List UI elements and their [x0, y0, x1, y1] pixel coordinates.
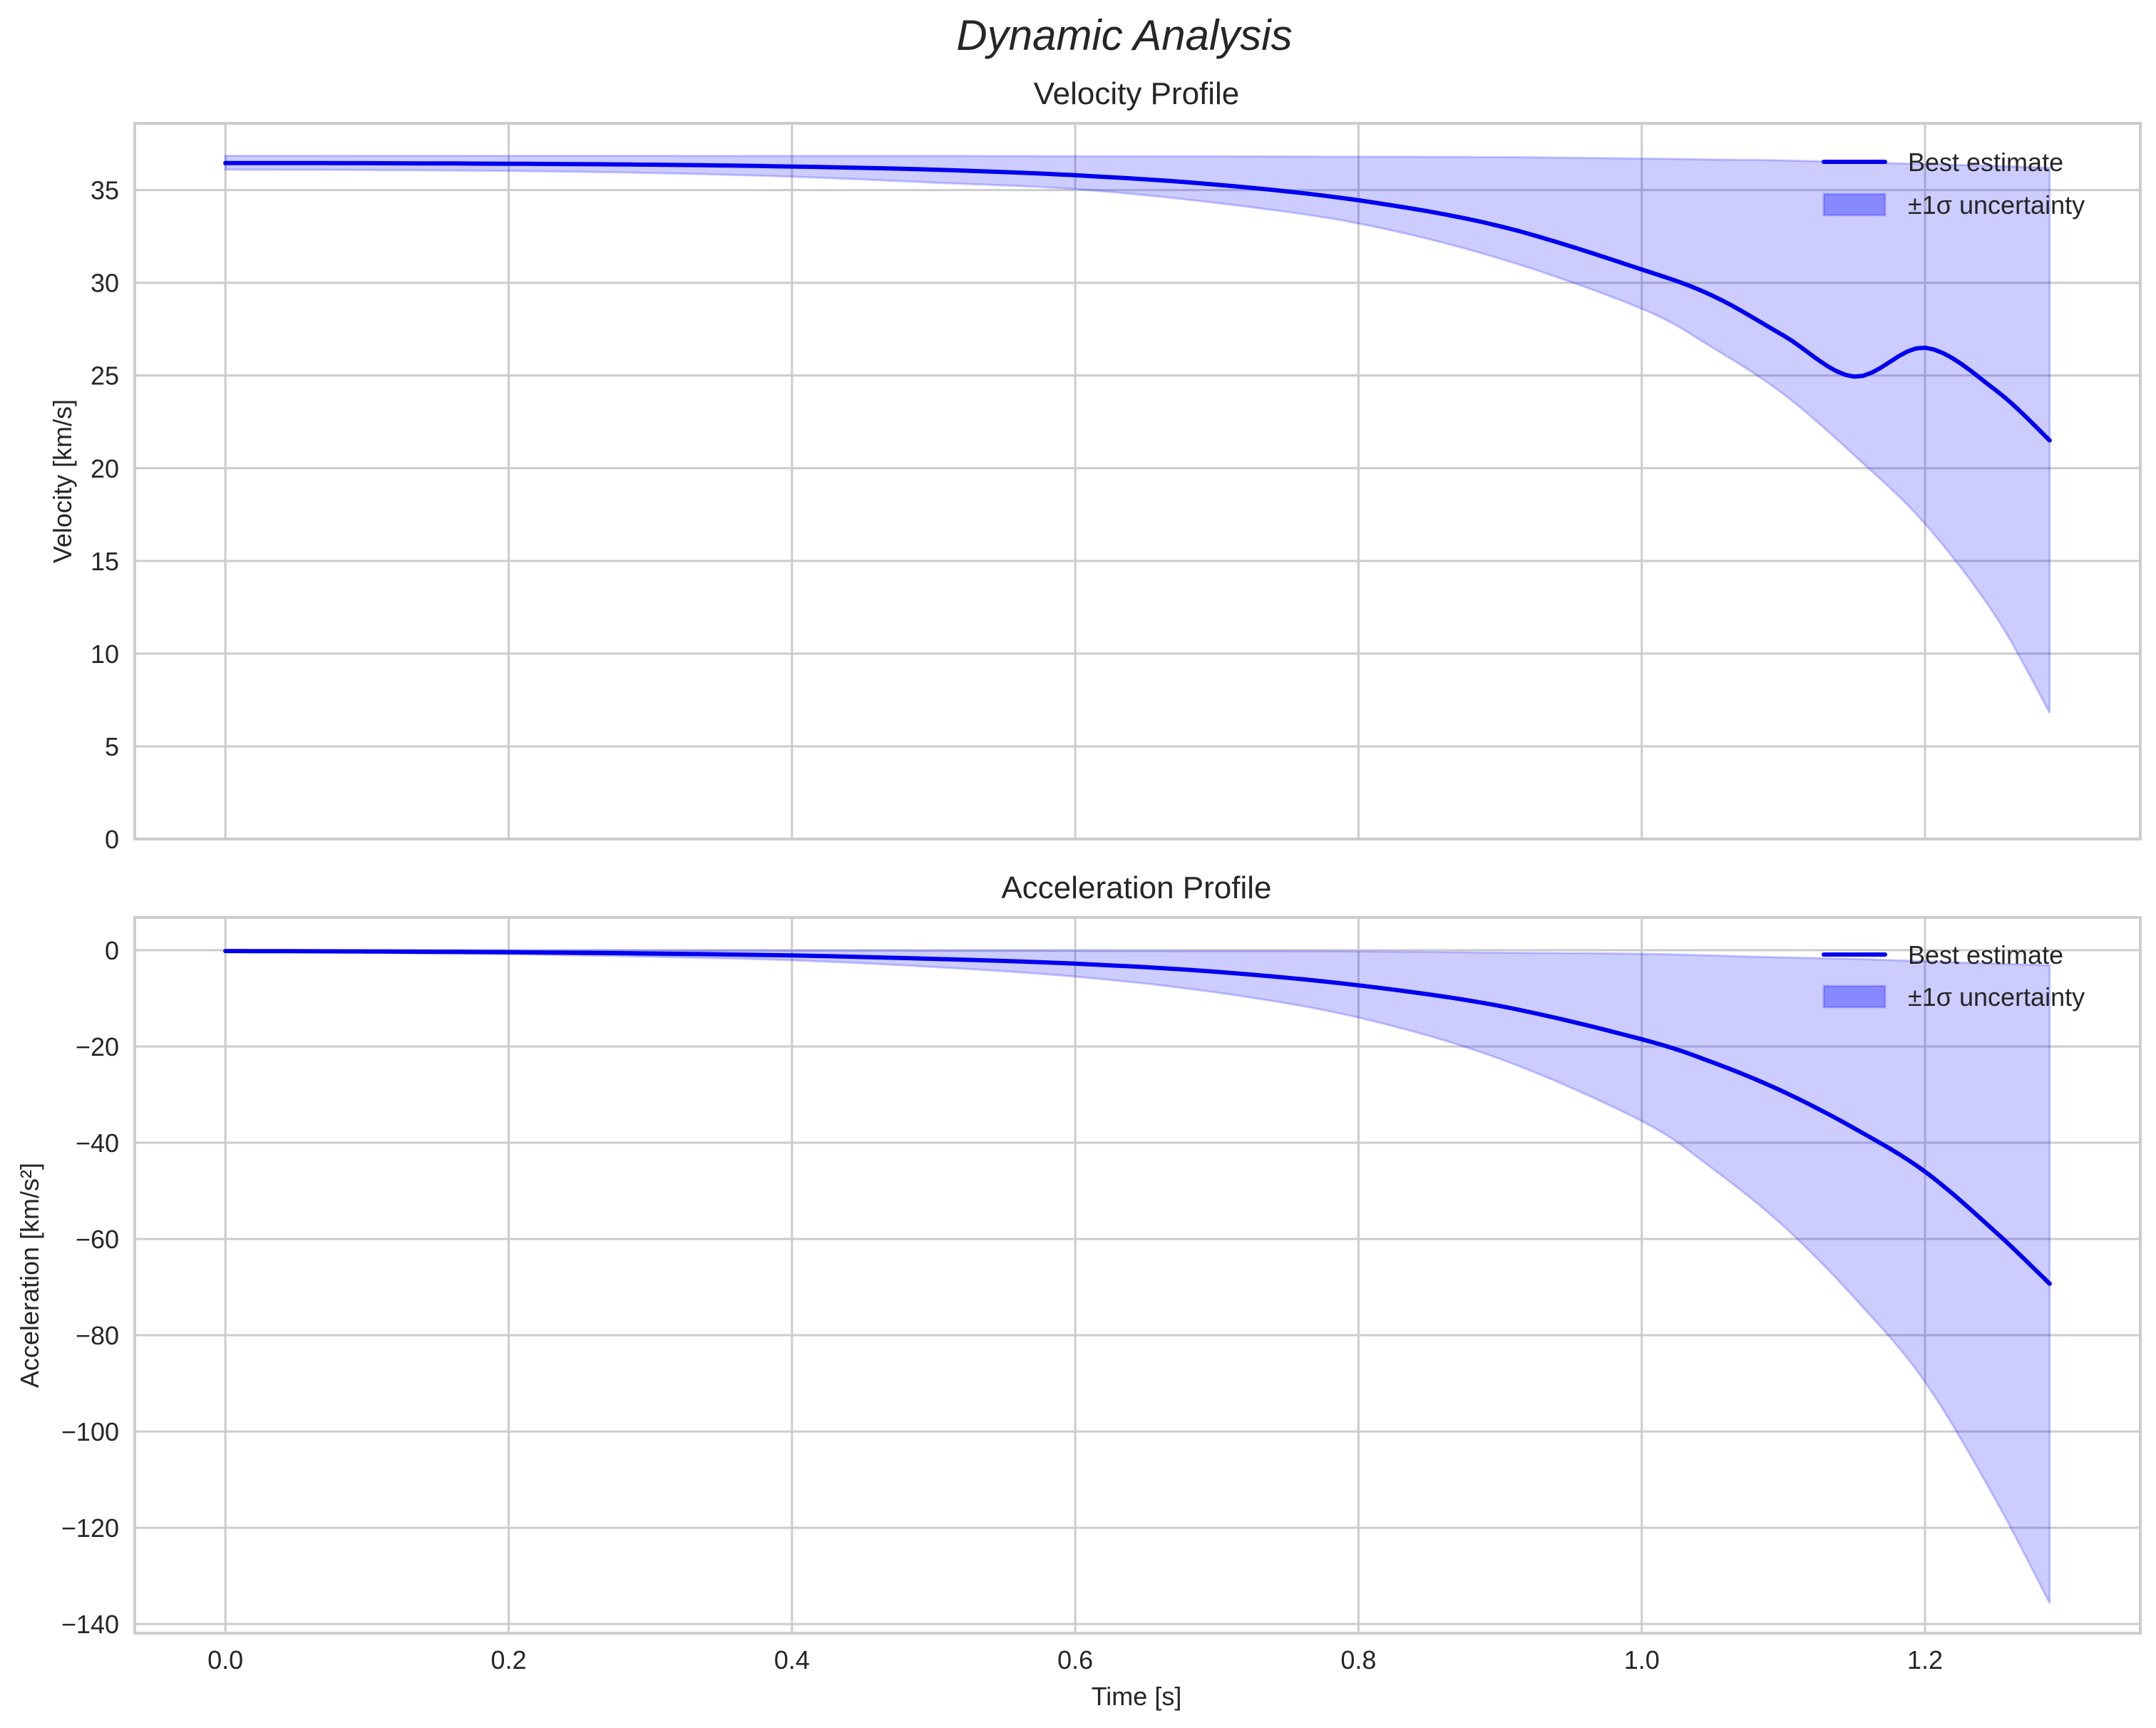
x-tick-label: 1.2 — [1907, 1645, 1943, 1675]
axes-frame — [133, 916, 2142, 1635]
acceleration-ylabel: Acceleration [km/s²] — [15, 1163, 44, 1388]
y-tick-label: −100 — [61, 1417, 119, 1446]
acceleration-xticks: 0.0 0.2 0.4 0.6 0.8 1.0 1.2 — [207, 1645, 1943, 1675]
y-tick-label: 25 — [91, 361, 119, 391]
legend-line-label: Best estimate — [1908, 940, 2063, 970]
best-estimate-path — [223, 160, 2052, 443]
legend-band-label: ±1σ uncertainty — [1908, 190, 2085, 220]
velocity-axes: Velocity Profile Velocity [km/s] 0 5 10 15 2… — [48, 76, 2142, 854]
acceleration-spines — [133, 916, 2142, 1635]
y-tick-label: 0 — [105, 825, 119, 854]
y-tick-label: −20 — [76, 1032, 119, 1061]
acceleration-uncertainty-band — [224, 949, 2051, 1604]
acceleration-best-estimate-line — [223, 949, 2052, 1286]
velocity-legend: Best estimate ±1σ uncertainty — [1822, 148, 2085, 220]
acceleration-grid — [135, 917, 2140, 1633]
y-tick-label: 30 — [91, 269, 119, 298]
velocity-title: Velocity Profile — [1034, 76, 1240, 111]
y-tick-label: 0 — [105, 936, 119, 965]
legend-band-label: ±1σ uncertainty — [1908, 982, 2085, 1012]
velocity-grid — [135, 123, 2140, 840]
x-tick-label: 0.2 — [491, 1645, 526, 1675]
y-tick-label: −40 — [76, 1128, 119, 1158]
velocity-uncertainty-band — [224, 155, 2051, 714]
x-axis-label: Time [s] — [1092, 1682, 1182, 1711]
y-tick-label: 20 — [91, 454, 119, 483]
acceleration-yticks: 0 −20 −40 −60 −80 −100 −120 −140 — [61, 936, 119, 1639]
y-tick-label: −120 — [61, 1513, 119, 1543]
y-tick-label: −80 — [76, 1321, 119, 1350]
velocity-spines — [133, 122, 2142, 840]
y-tick-label: 10 — [91, 639, 119, 669]
acceleration-title: Acceleration Profile — [1001, 870, 1271, 905]
x-tick-label: 0.8 — [1340, 1645, 1376, 1675]
x-tick-label: 0.4 — [774, 1645, 810, 1675]
legend-band-swatch — [1822, 192, 1886, 217]
velocity-ylabel: Velocity [km/s] — [48, 399, 77, 563]
best-estimate-path — [223, 949, 2052, 1286]
y-tick-label: −140 — [61, 1610, 119, 1639]
x-tick-label: 1.0 — [1624, 1645, 1660, 1675]
acceleration-legend: Best estimate ±1σ uncertainty — [1822, 940, 2085, 1012]
x-tick-label: 0.6 — [1057, 1645, 1093, 1675]
axes-frame — [133, 122, 2142, 840]
y-tick-label: 15 — [91, 547, 119, 576]
legend-line-label: Best estimate — [1908, 148, 2063, 177]
y-tick-label: 35 — [91, 176, 119, 205]
legend-band-swatch — [1822, 984, 1886, 1009]
figure-suptitle: Dynamic Analysis — [956, 11, 1292, 59]
uncertainty-band-area — [224, 155, 2051, 714]
x-tick-label: 0.0 — [207, 1645, 243, 1675]
velocity-yticks: 0 5 10 15 20 25 30 35 — [91, 176, 119, 854]
velocity-best-estimate-line — [223, 160, 2052, 443]
uncertainty-band-area — [224, 949, 2051, 1604]
y-tick-label: −60 — [76, 1225, 119, 1254]
y-tick-label: 5 — [105, 732, 119, 761]
acceleration-axes: Acceleration Profile Acceleration [km/s²… — [15, 870, 2142, 1711]
